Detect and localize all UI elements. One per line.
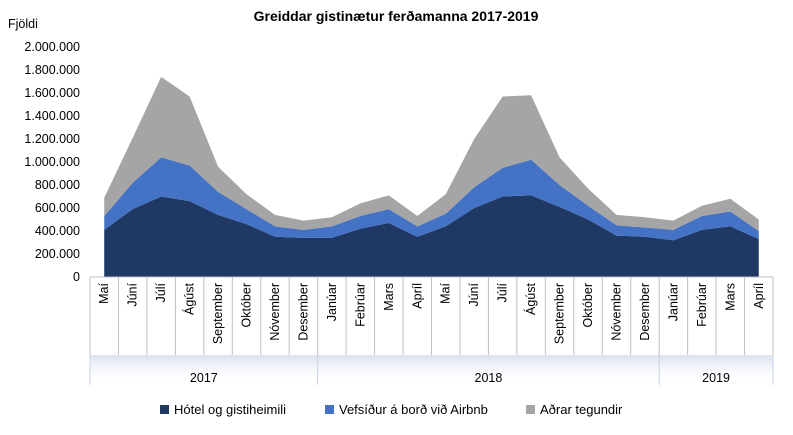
month-label: Desember	[638, 283, 652, 341]
month-label: Febrúar	[695, 283, 709, 327]
legend-label: Hótel og gistiheimili	[174, 402, 286, 417]
legend-label: Aðrar tegundir	[540, 402, 623, 417]
month-label: Apríl	[752, 283, 766, 309]
month-label: Júní	[126, 282, 140, 306]
y-tick-label: 1.400.000	[24, 109, 80, 123]
legend-swatch	[526, 405, 535, 414]
y-tick-label: 200.000	[35, 247, 80, 261]
month-label: Janúar	[325, 283, 339, 321]
month-label: September	[553, 283, 567, 344]
year-label: 2018	[475, 371, 503, 385]
month-label: Ágúst	[523, 282, 538, 314]
series-area-1	[104, 195, 759, 277]
y-tick-label: 800.000	[35, 178, 80, 192]
month-label: Ágúst	[182, 282, 197, 314]
y-tick-label: 1.600.000	[24, 86, 80, 100]
legend-swatch	[160, 405, 169, 414]
series-area-3	[104, 76, 759, 232]
legend-swatch	[325, 405, 334, 414]
month-label: Mars	[723, 283, 737, 311]
month-label: Júlí	[496, 282, 510, 302]
x-axis: Maí Júní Júlí Ágúst September Október Nóvember…	[89, 276, 774, 385]
legend: Hótel og gistiheimili Vefsíður á borð við…	[160, 402, 623, 417]
year-label: 2019	[702, 371, 730, 385]
month-label: Mars	[382, 283, 396, 311]
y-tick-label: 2.000.000	[24, 40, 80, 54]
month-label: Janúar	[666, 283, 680, 321]
month-label: September	[211, 283, 225, 344]
month-label: Júní	[467, 282, 481, 306]
series-area-2	[104, 157, 759, 241]
legend-label: Vefsíður á borð við Airbnb	[339, 402, 488, 417]
month-label: Nóvember	[609, 283, 623, 341]
y-tick-label: 1.000.000	[24, 155, 80, 169]
year-band	[90, 355, 318, 385]
y-tick-label: 0	[73, 270, 80, 284]
month-label: Apríl	[410, 283, 424, 309]
month-label: Nóvember	[268, 283, 282, 341]
month-label: Desember	[296, 283, 310, 341]
year-label: 2017	[190, 371, 218, 385]
month-label: Maí	[439, 282, 453, 303]
y-tick-label: 1.800.000	[24, 63, 80, 77]
month-label: Október	[581, 283, 595, 327]
y-axis-label: Fjöldi	[8, 17, 38, 31]
month-label: Febrúar	[353, 283, 367, 327]
y-axis: 0 200.000 400.000 600.000 800.000 1.000.000 1.…	[24, 40, 80, 284]
month-label: Júlí	[154, 282, 168, 302]
year-band	[317, 355, 660, 385]
month-label: Maí	[97, 282, 111, 303]
plot-area	[104, 76, 759, 277]
year-band	[659, 355, 773, 385]
y-tick-label: 400.000	[35, 224, 80, 238]
y-tick-label: 1.200.000	[24, 132, 80, 146]
y-tick-label: 600.000	[35, 201, 80, 215]
month-label: Október	[240, 283, 254, 327]
chart-title: Greiddar gistinætur ferðamanna 2017-2019	[254, 8, 539, 24]
